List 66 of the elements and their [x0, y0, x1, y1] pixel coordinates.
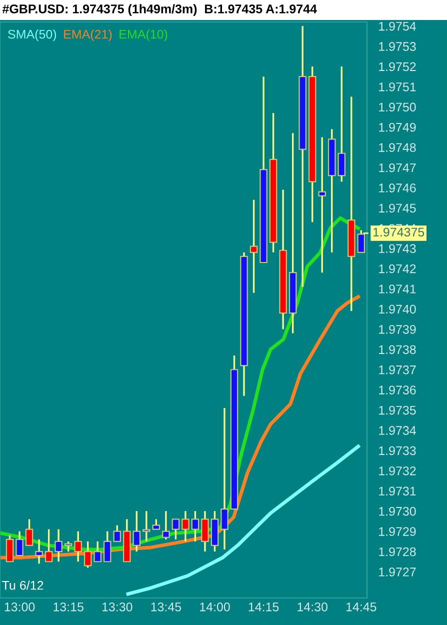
y-tick-label: 1.9753 [379, 42, 416, 51]
text: EMA(10) [120, 30, 168, 42]
y-tick-label: 1.9751 [379, 82, 416, 92]
chart-title: #GBP.USD: 1.974375 (1h49m/3m) B:1.97435 A:1.9744 [2, 4, 317, 16]
x-tick-label: 14:00 [200, 602, 230, 612]
candlestick [113, 524, 121, 542]
y-tick-label: 1.9747 [379, 163, 416, 172]
y-tick-label: 1.9743 [379, 244, 416, 254]
candlestick [250, 199, 258, 294]
x-tick-label: 13:30 [102, 602, 132, 612]
y-tick-label: 1.9742 [379, 264, 416, 274]
x-tick-label: 13:00 [4, 602, 35, 612]
candlestick [172, 518, 180, 540]
annotation: 1.974375 [373, 228, 424, 237]
candlestick [25, 518, 34, 546]
candlestick [338, 66, 346, 182]
y-tick-label: 1.9727 [379, 568, 416, 576]
candlestick [64, 540, 72, 552]
y-tick-label: 1.9740 [379, 304, 416, 314]
candlestick [220, 407, 228, 550]
candlestick [162, 510, 170, 540]
candlestick [54, 528, 62, 562]
candlestick [16, 530, 24, 556]
y-tick-label: 1.9750 [379, 102, 416, 112]
candlestick [6, 534, 14, 562]
candlestick [84, 540, 92, 569]
candlestick [94, 540, 102, 562]
y-tick-label: 1.9752 [379, 62, 416, 72]
x-tick-label: 14:15 [248, 602, 279, 612]
x-tick-label: 13:15 [54, 602, 84, 612]
y-tick-label: 1.9737 [379, 365, 416, 374]
y-tick-label: 1.9739 [379, 325, 416, 334]
y-tick-label: 1.9730 [379, 506, 416, 516]
candlestick [132, 510, 141, 552]
candlestick [103, 530, 112, 562]
x-tick-label: 13:45 [151, 602, 182, 612]
candlestick [44, 528, 53, 562]
y-tick-label: 1.9748 [379, 143, 416, 152]
y-tick-label: 1.9754 [379, 22, 416, 31]
candlestick [318, 136, 326, 274]
text: SMA(50) [8, 30, 56, 42]
y-tick-label: 1.9735 [379, 406, 416, 415]
candlestick [191, 510, 200, 542]
candlestick [35, 538, 43, 564]
annotation: Tu 6/12 [2, 580, 44, 590]
y-tick-label: 1.9731 [379, 486, 416, 496]
candlestick [74, 530, 82, 562]
line-series [126, 444, 360, 596]
y-tick-label: 1.9733 [379, 446, 416, 456]
y-tick-label: 1.9729 [379, 527, 416, 536]
candlestick [201, 510, 209, 552]
y-tick-label: 1.9734 [379, 426, 416, 435]
candlestick [182, 510, 190, 542]
x-tick-label: 14:30 [298, 602, 328, 612]
y-tick-label: 1.9749 [379, 122, 416, 132]
y-tick-label: 1.9746 [379, 184, 416, 192]
y-tick-label: 1.9745 [379, 204, 416, 213]
x-tick-label: 14:45 [346, 602, 376, 612]
y-tick-label: 1.9738 [379, 345, 416, 354]
y-tick-label: 1.9732 [379, 466, 416, 476]
candlestick [152, 518, 160, 530]
y-tick-label: 1.9741 [379, 284, 416, 294]
candlestick [142, 510, 150, 542]
text: EMA(21) [64, 30, 112, 42]
y-tick-label: 1.9736 [379, 386, 416, 394]
y-tick-label: 1.9728 [379, 547, 416, 556]
